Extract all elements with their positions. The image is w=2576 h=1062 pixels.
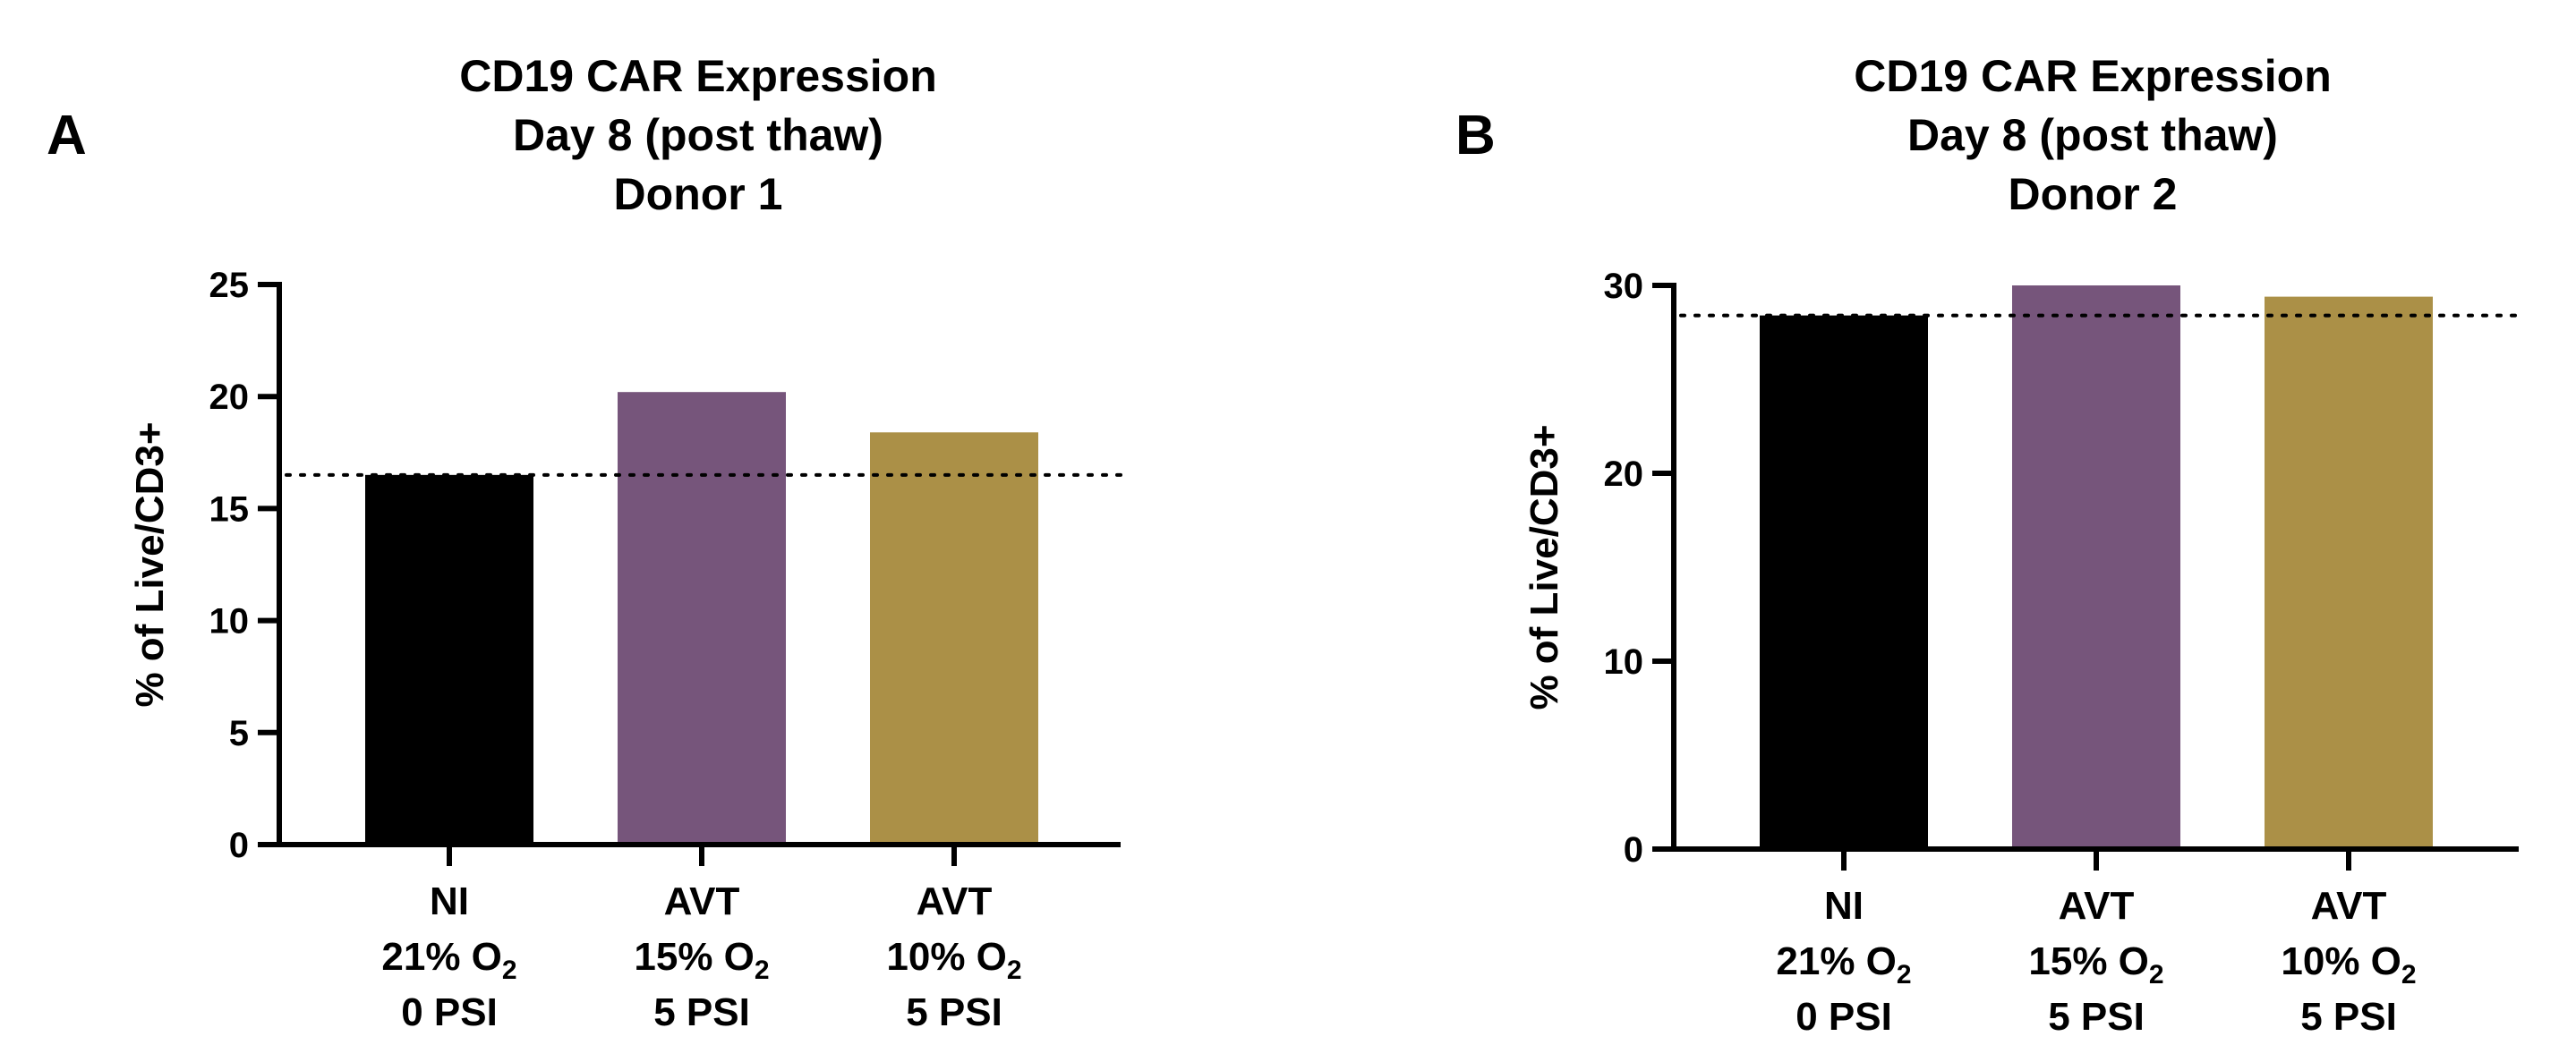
x-tick-label: 21% O2 (1776, 939, 1911, 990)
x-tick-label: 5 PSI (906, 990, 1002, 1034)
x-tick-label: NI (430, 879, 469, 923)
panel-a-chart: A CD19 CAR Expression Day 8 (post thaw) Don… (47, 51, 1122, 1034)
y-tick-label: 15 (209, 489, 250, 529)
chart-title-line: Donor 1 (614, 169, 783, 219)
y-tick-label: 10 (1604, 642, 1644, 682)
y-tick-label: 10 (209, 602, 250, 641)
x-tick-label: AVT (664, 879, 740, 923)
chart-title-line: CD19 CAR Expression (459, 51, 937, 101)
panel-b-chart: B CD19 CAR Expression Day 8 (post thaw) Don… (1455, 51, 2521, 1039)
x-tick-label: AVT (917, 879, 993, 923)
y-tick-label: 25 (209, 266, 250, 305)
bar (2265, 296, 2433, 850)
bar (2012, 285, 2180, 849)
x-tick-label: 15% O2 (2028, 939, 2163, 990)
y-tick-label: 20 (1604, 455, 1644, 494)
x-tick-label: 15% O2 (634, 935, 769, 985)
bar (1760, 315, 1928, 850)
x-tick-label: AVT (2059, 884, 2135, 928)
x-tick-label: 5 PSI (2300, 995, 2397, 1039)
x-tick-label: AVT (2311, 884, 2387, 928)
x-tick-label: 10% O2 (2281, 939, 2416, 990)
y-axis-label: % of Live/CD3+ (128, 421, 172, 707)
y-tick-label: 20 (209, 378, 250, 417)
chart-title-line: CD19 CAR Expression (1854, 51, 2332, 101)
x-tick-label: 0 PSI (1796, 995, 1892, 1039)
y-tick-label: 0 (1624, 830, 1643, 870)
bar (618, 392, 786, 845)
bar (365, 474, 533, 845)
chart-title-line: Donor 2 (2009, 169, 2178, 219)
x-tick-label: 5 PSI (653, 990, 750, 1034)
y-tick-label: 5 (229, 714, 249, 753)
x-tick-label: 5 PSI (2048, 995, 2145, 1039)
panel-letter: A (47, 105, 87, 166)
bar (870, 432, 1038, 845)
x-tick-label: 10% O2 (886, 935, 1021, 985)
panel-letter: B (1455, 105, 1496, 166)
chart-title-line: Day 8 (post thaw) (513, 110, 883, 160)
y-tick-label: 0 (229, 826, 249, 865)
x-tick-label: 21% O2 (381, 935, 516, 985)
y-axis-label: % of Live/CD3+ (1523, 424, 1566, 709)
x-tick-label: 0 PSI (401, 990, 498, 1034)
y-tick-label: 30 (1604, 267, 1644, 306)
chart-title-line: Day 8 (post thaw) (1907, 110, 2278, 160)
x-tick-label: NI (1824, 884, 1864, 928)
